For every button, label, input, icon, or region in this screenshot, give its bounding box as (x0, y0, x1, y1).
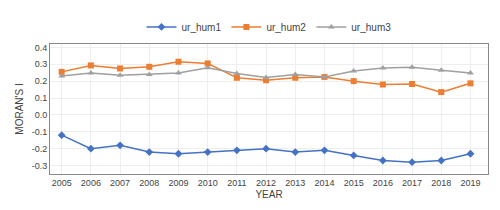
svg-text:2009: 2009 (168, 178, 188, 188)
svg-text:2011: 2011 (227, 178, 246, 188)
svg-text:2014: 2014 (314, 178, 334, 188)
svg-text:0.1: 0.1 (35, 93, 48, 103)
svg-text:2008: 2008 (139, 178, 159, 188)
svg-text:2018: 2018 (431, 178, 451, 188)
svg-text:2005: 2005 (52, 178, 72, 188)
svg-text:2007: 2007 (110, 178, 130, 188)
svg-text:2013: 2013 (285, 178, 305, 188)
svg-text:-0.2: -0.2 (32, 144, 48, 154)
svg-text:2016: 2016 (373, 178, 393, 188)
svg-text:2012: 2012 (256, 178, 276, 188)
svg-text:0.4: 0.4 (35, 43, 48, 53)
svg-text:ur_hum2: ur_hum2 (266, 22, 306, 33)
svg-text:2015: 2015 (344, 178, 364, 188)
svg-text:ur_hum1: ur_hum1 (182, 22, 222, 33)
svg-text:0.0: 0.0 (35, 110, 48, 120)
svg-text:-0.3: -0.3 (32, 161, 48, 171)
svg-text:2006: 2006 (81, 178, 101, 188)
svg-text:YEAR: YEAR (255, 189, 282, 200)
svg-text:0.3: 0.3 (35, 59, 48, 69)
svg-text:-0.1: -0.1 (32, 127, 48, 137)
svg-text:MORAN'S I: MORAN'S I (14, 83, 25, 134)
svg-text:2017: 2017 (402, 178, 422, 188)
svg-text:0.2: 0.2 (35, 76, 48, 86)
svg-text:2019: 2019 (460, 178, 480, 188)
svg-text:ur_hum3: ur_hum3 (351, 22, 391, 33)
svg-text:2010: 2010 (198, 178, 218, 188)
